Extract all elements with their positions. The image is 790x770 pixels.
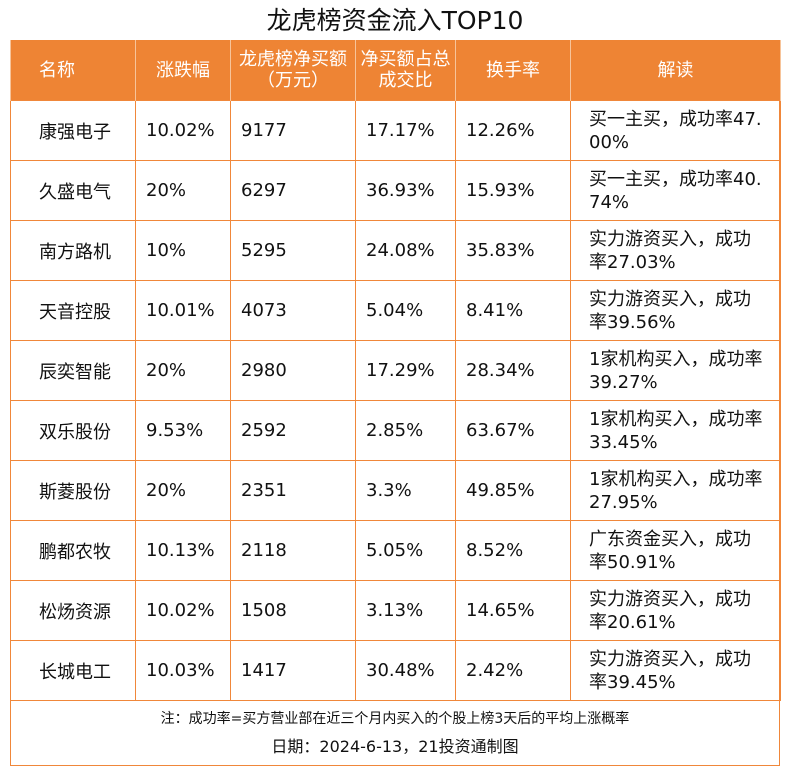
cell-interp: 广东资金买入，成功率50.91% (570, 520, 781, 581)
cell-turnover: 49.85% (455, 460, 571, 521)
cell-net-buy: 2351 (230, 460, 356, 521)
cell-turnover: 12.26% (455, 100, 571, 161)
cell-turnover: 8.41% (455, 280, 571, 341)
col-header-interp: 解读 (570, 40, 781, 101)
cell-change: 10.03% (135, 640, 231, 701)
footnote: 注：成功率=买方营业部在近三个月内买入的个股上榜3天后的平均上涨概率 (160, 711, 630, 727)
cell-interp: 1家机构买入，成功率33.45% (570, 400, 781, 461)
cell-ratio: 5.05% (355, 520, 456, 581)
cell-net-buy: 1508 (230, 580, 356, 641)
cell-name: 康强电子 (10, 100, 136, 161)
cell-name: 久盛电气 (10, 160, 136, 221)
cell-ratio: 30.48% (355, 640, 456, 701)
cell-ratio: 5.04% (355, 280, 456, 341)
table-row: 康强电子 10.02% 9177 17.17% 12.26% 买一主买，成功率47.00% (10, 100, 781, 161)
cell-turnover: 8.52% (455, 520, 571, 581)
cell-interp: 实力游资买入，成功率39.56% (570, 280, 781, 341)
cell-change: 20% (135, 160, 231, 221)
cell-ratio: 24.08% (355, 220, 456, 281)
cell-net-buy: 1417 (230, 640, 356, 701)
cell-change: 20% (135, 340, 231, 401)
col-header-name: 名称 (10, 40, 136, 101)
cell-name: 辰奕智能 (10, 340, 136, 401)
cell-ratio: 3.3% (355, 460, 456, 521)
cell-turnover: 28.34% (455, 340, 571, 401)
table-row: 双乐股份 9.53% 2592 2.85% 63.67% 1家机构买入，成功率33.45% (10, 400, 781, 461)
cell-change: 10% (135, 220, 231, 281)
cell-turnover: 2.42% (455, 640, 571, 701)
cell-change: 10.02% (135, 580, 231, 641)
table-row: 斯菱股份 20% 2351 3.3% 49.85% 1家机构买入，成功率27.95% (10, 460, 781, 521)
cell-interp: 买一主买，成功率40.74% (570, 160, 781, 221)
date-line: 日期：2024-6-13，21投资通制图 (271, 737, 519, 756)
cell-turnover: 15.93% (455, 160, 571, 221)
cell-net-buy: 2980 (230, 340, 356, 401)
cell-net-buy: 4073 (230, 280, 356, 341)
table-row: 松炀资源 10.02% 1508 3.13% 14.65% 实力游资买入，成功率20.61… (10, 580, 781, 641)
col-header-net-buy: 龙虎榜净买额（万元） (230, 40, 356, 101)
cell-net-buy: 6297 (230, 160, 356, 221)
cell-ratio: 2.85% (355, 400, 456, 461)
table-row: 鹏都农牧 10.13% 2118 5.05% 8.52% 广东资金买入，成功率50.91% (10, 520, 781, 581)
table-header-row: 名称 涨跌幅 龙虎榜净买额（万元） 净买额占总成交比 换手率 解读 (10, 40, 781, 101)
cell-change: 20% (135, 460, 231, 521)
col-header-turnover: 换手率 (455, 40, 571, 101)
cell-change: 9.53% (135, 400, 231, 461)
cell-change: 10.01% (135, 280, 231, 341)
cell-ratio: 3.13% (355, 580, 456, 641)
cell-name: 南方路机 (10, 220, 136, 281)
cell-interp: 买一主买，成功率47.00% (570, 100, 781, 161)
cell-ratio: 36.93% (355, 160, 456, 221)
cell-name: 松炀资源 (10, 580, 136, 641)
table-row: 天音控股 10.01% 4073 5.04% 8.41% 实力游资买入，成功率39.56% (10, 280, 781, 341)
cell-interp: 1家机构买入，成功率39.27% (570, 340, 781, 401)
col-header-ratio: 净买额占总成交比 (355, 40, 456, 101)
dragon-tiger-table: 名称 涨跌幅 龙虎榜净买额（万元） 净买额占总成交比 换手率 解读 康强电子 10… (10, 40, 781, 701)
cell-net-buy: 9177 (230, 100, 356, 161)
cell-change: 10.13% (135, 520, 231, 581)
cell-change: 10.02% (135, 100, 231, 161)
cell-turnover: 63.67% (455, 400, 571, 461)
cell-turnover: 14.65% (455, 580, 571, 641)
cell-net-buy: 2118 (230, 520, 356, 581)
table-row: 辰奕智能 20% 2980 17.29% 28.34% 1家机构买入，成功率39.27% (10, 340, 781, 401)
cell-name: 双乐股份 (10, 400, 136, 461)
cell-interp: 实力游资买入，成功率27.03% (570, 220, 781, 281)
cell-name: 鹏都农牧 (10, 520, 136, 581)
table-row: 南方路机 10% 5295 24.08% 35.83% 实力游资买入，成功率27.03% (10, 220, 781, 281)
col-header-change: 涨跌幅 (135, 40, 231, 101)
cell-ratio: 17.29% (355, 340, 456, 401)
cell-net-buy: 2592 (230, 400, 356, 461)
cell-interp: 1家机构买入，成功率27.95% (570, 460, 781, 521)
cell-net-buy: 5295 (230, 220, 356, 281)
cell-name: 天音控股 (10, 280, 136, 341)
cell-ratio: 17.17% (355, 100, 456, 161)
table-row: 久盛电气 20% 6297 36.93% 15.93% 买一主买，成功率40.74% (10, 160, 781, 221)
table-row: 长城电工 10.03% 1417 30.48% 2.42% 实力游资买入，成功率39.45… (10, 640, 781, 701)
cell-interp: 实力游资买入，成功率39.45% (570, 640, 781, 701)
cell-turnover: 35.83% (455, 220, 571, 281)
cell-interp: 实力游资买入，成功率20.61% (570, 580, 781, 641)
cell-name: 长城电工 (10, 640, 136, 701)
page-title: 龙虎榜资金流入TOP10 (266, 6, 524, 35)
cell-name: 斯菱股份 (10, 460, 136, 521)
